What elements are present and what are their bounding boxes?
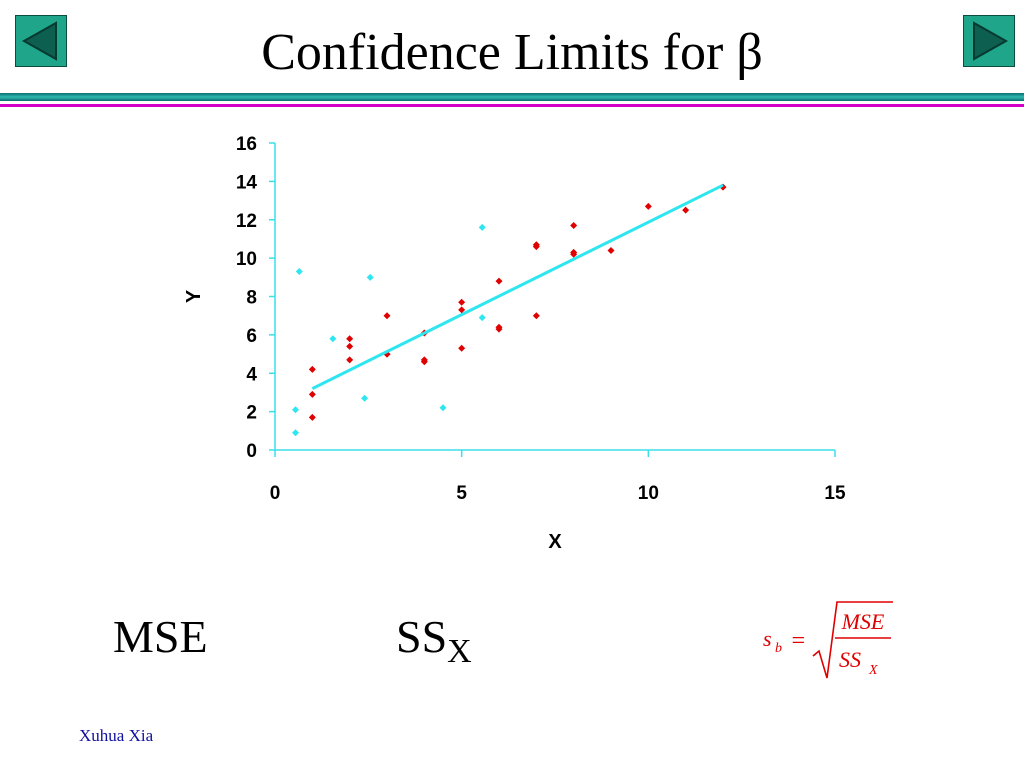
triangle-left-icon	[21, 21, 57, 61]
formula-numerator: MSE	[841, 609, 885, 634]
data-point	[292, 406, 300, 414]
slide-title: Confidence Limits for β	[261, 24, 763, 81]
data-point	[570, 222, 578, 230]
y-tick-label: 14	[236, 172, 258, 193]
author-footer: Xuhua Xia	[79, 726, 154, 745]
y-tick-label: 2	[246, 403, 257, 424]
data-point	[346, 356, 354, 364]
data-point	[361, 394, 369, 402]
y-tick-label: 6	[246, 326, 257, 347]
y-tick-label: 10	[236, 249, 257, 270]
x-tick-label: 0	[270, 483, 281, 504]
formula-lhs-subscript: b	[775, 641, 782, 656]
data-point	[346, 335, 354, 343]
data-point	[308, 390, 316, 398]
y-tick-label: 8	[246, 288, 257, 309]
mse-label: MSE	[113, 611, 208, 662]
data-point	[329, 335, 337, 343]
previous-slide-button[interactable]	[15, 15, 67, 67]
triangle-right-icon	[973, 21, 1009, 61]
data-point	[420, 356, 428, 364]
formula-equals: =	[790, 628, 806, 654]
data-point	[458, 298, 466, 306]
ss-text: SS	[396, 611, 448, 662]
formula-lhs: s	[763, 626, 772, 651]
data-point	[495, 277, 503, 285]
data-point	[682, 206, 690, 214]
data-point	[607, 246, 615, 254]
y-tick-label: 0	[246, 441, 257, 462]
chart-axes: 0 2 4 6 8 10 12 14 16 0 5 10 15	[236, 134, 846, 504]
next-slide-button[interactable]	[963, 15, 1015, 67]
data-point	[439, 404, 447, 412]
data-point	[458, 306, 466, 314]
data-point	[458, 344, 466, 352]
title-divider-magenta	[0, 104, 1024, 107]
data-point	[366, 273, 374, 281]
data-point	[495, 323, 503, 331]
regression-line	[311, 183, 724, 390]
ssx-label: SSX	[396, 610, 472, 671]
data-point	[644, 202, 652, 210]
data-point	[532, 312, 540, 320]
y-axis-title: Y	[183, 289, 205, 303]
x-tick-label: 10	[638, 483, 659, 504]
y-tick-label: 12	[236, 211, 257, 232]
y-tick-label: 16	[236, 134, 257, 155]
formula-denominator-subscript: X	[868, 663, 878, 678]
formula-denominator: SS	[839, 647, 861, 672]
data-point	[295, 268, 303, 276]
sqrt-sign	[812, 601, 893, 679]
data-point	[346, 342, 354, 350]
data-point	[383, 312, 391, 320]
x-tick-label: 15	[824, 483, 846, 504]
data-point	[308, 413, 316, 421]
data-point	[478, 223, 486, 231]
ss-subscript: X	[447, 633, 472, 670]
standard-error-formula: s b = MSE SS X	[763, 601, 893, 679]
y-tick-label: 4	[246, 364, 257, 385]
data-point	[478, 314, 486, 322]
title-divider-teal	[0, 93, 1024, 101]
data-point	[570, 248, 578, 256]
data-point	[532, 241, 540, 249]
x-tick-label: 5	[456, 483, 467, 504]
data-point	[308, 365, 316, 373]
data-point	[292, 429, 300, 437]
chart-marks	[292, 183, 727, 437]
x-axis-title: X	[548, 531, 562, 553]
